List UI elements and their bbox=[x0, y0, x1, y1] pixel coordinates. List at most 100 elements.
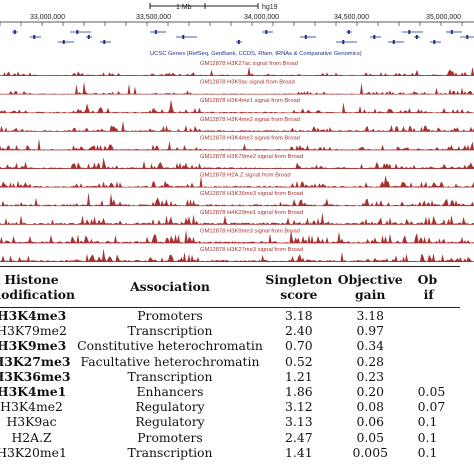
signal-profile bbox=[0, 66, 474, 76]
singleton-score-cell: 0.70 bbox=[285, 338, 313, 354]
header-modification-line2: modification bbox=[0, 287, 76, 302]
signal-track: GM12878 H2A.Z signal from Broad bbox=[0, 173, 474, 188]
modification-cell: H3K4me2 bbox=[0, 399, 63, 415]
signal-track-label: GM12878 H3K27me3 signal from Broad bbox=[200, 247, 303, 253]
singleton-score-cell: 3.13 bbox=[285, 414, 313, 430]
header-modification-line1: Histone bbox=[4, 271, 59, 287]
coordinate-label: 33,500,000 bbox=[136, 14, 171, 21]
objective-gain-cell: 3.18 bbox=[334, 307, 406, 324]
gene-exon bbox=[466, 35, 469, 39]
gene-track-label: UCSC Genes (RefSeq, GenBank, CCDS, Rfam,… bbox=[150, 51, 362, 57]
gene-exon bbox=[13, 30, 16, 34]
coordinate-label: 35,000,000 bbox=[426, 14, 461, 21]
objective-gain-cell: 0.34 bbox=[356, 338, 385, 354]
association-cell: Promoters bbox=[77, 307, 263, 324]
association-cell: Transcription bbox=[127, 323, 213, 339]
header-objective-gain: Objective gain bbox=[334, 266, 406, 308]
table-row: H3K9me3 Constitutive heterochromatin 0.70 0… bbox=[0, 338, 460, 353]
signal-track: GM12878 H3K9ac signal from Broad bbox=[0, 80, 474, 95]
table-row: H2A.Z Promoters 2.47 0.05 0.1 bbox=[0, 430, 460, 445]
header-gain-line2: gain bbox=[355, 287, 386, 302]
modification-cell: H3K4me1 bbox=[0, 384, 67, 400]
modification-cell: H3K20me1 bbox=[0, 444, 67, 460]
header-modification: Histone modification bbox=[0, 266, 78, 308]
singleton-score-cell: 1.21 bbox=[285, 368, 313, 384]
objective-gain-cell: 0.005 bbox=[352, 444, 388, 460]
header-association: Association bbox=[77, 266, 263, 308]
signal-track: GM12878 H4K20me1 signal from Broad bbox=[0, 210, 474, 225]
table-row: H3K27me3 Facultative heterochromatin 0.52 0… bbox=[0, 354, 460, 369]
truncated-value-cell: 0.07 bbox=[417, 399, 446, 415]
association-cell: Enhancers bbox=[136, 384, 204, 400]
gene-exon bbox=[408, 30, 411, 34]
histone-table: Histone modification Association Singlet… bbox=[0, 266, 474, 474]
truncated-value-cell: 0.05 bbox=[417, 384, 446, 400]
objective-gain-cell: 0.28 bbox=[356, 353, 385, 369]
header-singleton-line2: score bbox=[280, 287, 318, 302]
modification-cell: H3K9ac bbox=[6, 414, 57, 430]
signal-track-label: GM12878 H3K4me2 signal from Broad bbox=[200, 117, 300, 123]
signal-tracks: GM12878 H3K27ac signal from Broad GM12878… bbox=[0, 61, 474, 262]
gene-exon bbox=[433, 40, 436, 44]
modification-cell: H3K4me3 bbox=[0, 307, 78, 324]
signal-track: GM12878 H3K36me3 signal from Broad bbox=[0, 191, 474, 207]
table-row: H3K79me2 Transcription 2.40 0.97 bbox=[0, 323, 460, 338]
gene-exon bbox=[33, 35, 36, 39]
coordinate-label: 34,500,000 bbox=[334, 14, 369, 21]
signal-track-label: GM12878 H3K4me1 signal from Broad bbox=[200, 98, 300, 104]
signal-profile bbox=[0, 175, 474, 188]
signal-profile bbox=[0, 248, 474, 262]
header-singleton-line1: Singleton bbox=[265, 271, 333, 287]
gene-exon bbox=[237, 40, 240, 44]
header-truncated-line1: Ob bbox=[417, 271, 438, 287]
modification-cell: H3K9me3 bbox=[0, 338, 67, 354]
gene-exon bbox=[103, 40, 106, 44]
association-cell: Transcription bbox=[127, 368, 213, 384]
genome-browser-panel: 1 Mb hg19 33,000,000 33,500,000 34,000,0… bbox=[0, 3, 474, 262]
truncated-value-cell: 0.1 bbox=[417, 444, 438, 460]
coordinate-label: 33,000,000 bbox=[30, 14, 65, 21]
modification-cell: H3K36me3 bbox=[0, 368, 71, 384]
truncated-value-cell bbox=[406, 369, 460, 384]
singleton-score-cell: 2.40 bbox=[285, 323, 313, 339]
signal-profile bbox=[0, 212, 474, 225]
singleton-score-cell: 3.18 bbox=[262, 307, 335, 324]
association-cell: Regulatory bbox=[135, 399, 205, 415]
coordinate-label: 34,000,000 bbox=[244, 14, 279, 21]
signal-profile bbox=[0, 81, 474, 95]
signal-track: GM12878 H3K79me2 signal from Broad bbox=[0, 154, 474, 169]
gene-exon bbox=[154, 30, 157, 34]
gene-exon bbox=[342, 40, 345, 44]
signal-profile bbox=[0, 157, 474, 169]
objective-gain-cell: 0.05 bbox=[356, 429, 385, 445]
table-row: H3K4me2 Regulatory 3.12 0.08 0.07 bbox=[0, 399, 460, 414]
association-cell: Constitutive heterochromatin bbox=[77, 338, 263, 354]
table-row: H3K20me1 Transcription 1.41 0.005 0.1 bbox=[0, 445, 460, 460]
singleton-score-cell: 3.12 bbox=[285, 399, 313, 415]
truncated-value-cell: 0.1 bbox=[417, 429, 438, 445]
gene-exon bbox=[182, 35, 185, 39]
header-truncated-line2: if bbox=[423, 287, 434, 302]
gene-exon bbox=[62, 40, 65, 44]
signal-track: GM12878 H3K4me1 signal from Broad bbox=[0, 98, 474, 114]
gene-exon bbox=[373, 35, 376, 39]
singleton-score-cell: 1.86 bbox=[285, 384, 313, 400]
modification-cell: H2A.Z bbox=[11, 429, 52, 445]
signal-track-label: GM12878 H3K79me2 signal from Broad bbox=[200, 154, 303, 160]
truncated-value-cell: 0.1 bbox=[417, 414, 438, 430]
singleton-score-cell: 2.47 bbox=[285, 429, 313, 445]
association-cell: Regulatory bbox=[135, 414, 205, 430]
singleton-score-cell: 0.52 bbox=[285, 353, 313, 369]
coordinate-ruler: 33,000,000 33,500,000 34,000,000 34,500,… bbox=[0, 14, 474, 26]
scale-bar: 1 Mb hg19 bbox=[149, 3, 278, 11]
gene-track bbox=[12, 30, 474, 44]
association-cell: Facultative heterochromatin bbox=[80, 353, 260, 369]
scale-label: 1 Mb bbox=[176, 4, 192, 11]
truncated-value-cell bbox=[406, 338, 460, 353]
objective-gain-cell: 0.06 bbox=[356, 414, 385, 430]
header-singleton: Singleton score bbox=[262, 266, 335, 308]
association-cell: Transcription bbox=[127, 444, 213, 460]
gene-exon bbox=[304, 35, 307, 39]
gene-exon bbox=[265, 30, 268, 34]
signal-profile bbox=[0, 120, 474, 132]
